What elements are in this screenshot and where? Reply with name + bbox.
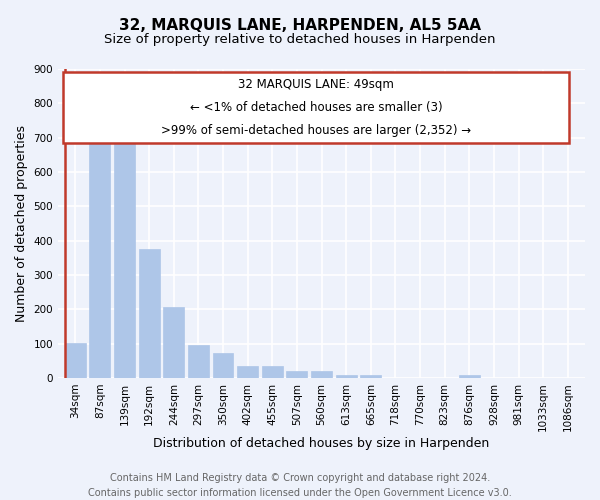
- X-axis label: Distribution of detached houses by size in Harpenden: Distribution of detached houses by size …: [154, 437, 490, 450]
- Bar: [65, 342, 86, 378]
- Bar: [237, 366, 258, 378]
- Bar: [361, 374, 381, 378]
- Text: 32 MARQUIS LANE: 49sqm: 32 MARQUIS LANE: 49sqm: [238, 78, 394, 92]
- Bar: [262, 366, 283, 378]
- Bar: [139, 249, 160, 378]
- Text: >99% of semi-detached houses are larger (2,352) →: >99% of semi-detached houses are larger …: [161, 124, 472, 137]
- Text: ← <1% of detached houses are smaller (3): ← <1% of detached houses are smaller (3): [190, 101, 443, 114]
- Bar: [163, 307, 184, 378]
- Bar: [286, 371, 307, 378]
- FancyBboxPatch shape: [64, 72, 569, 143]
- Bar: [459, 374, 480, 378]
- Text: 32, MARQUIS LANE, HARPENDEN, AL5 5AA: 32, MARQUIS LANE, HARPENDEN, AL5 5AA: [119, 18, 481, 32]
- Bar: [188, 346, 209, 378]
- Text: Contains HM Land Registry data © Crown copyright and database right 2024.
Contai: Contains HM Land Registry data © Crown c…: [88, 472, 512, 498]
- Bar: [212, 353, 233, 378]
- Bar: [89, 136, 110, 378]
- Y-axis label: Number of detached properties: Number of detached properties: [15, 125, 28, 322]
- Bar: [114, 136, 135, 378]
- Text: Size of property relative to detached houses in Harpenden: Size of property relative to detached ho…: [104, 32, 496, 46]
- Bar: [311, 371, 332, 378]
- Bar: [335, 374, 356, 378]
